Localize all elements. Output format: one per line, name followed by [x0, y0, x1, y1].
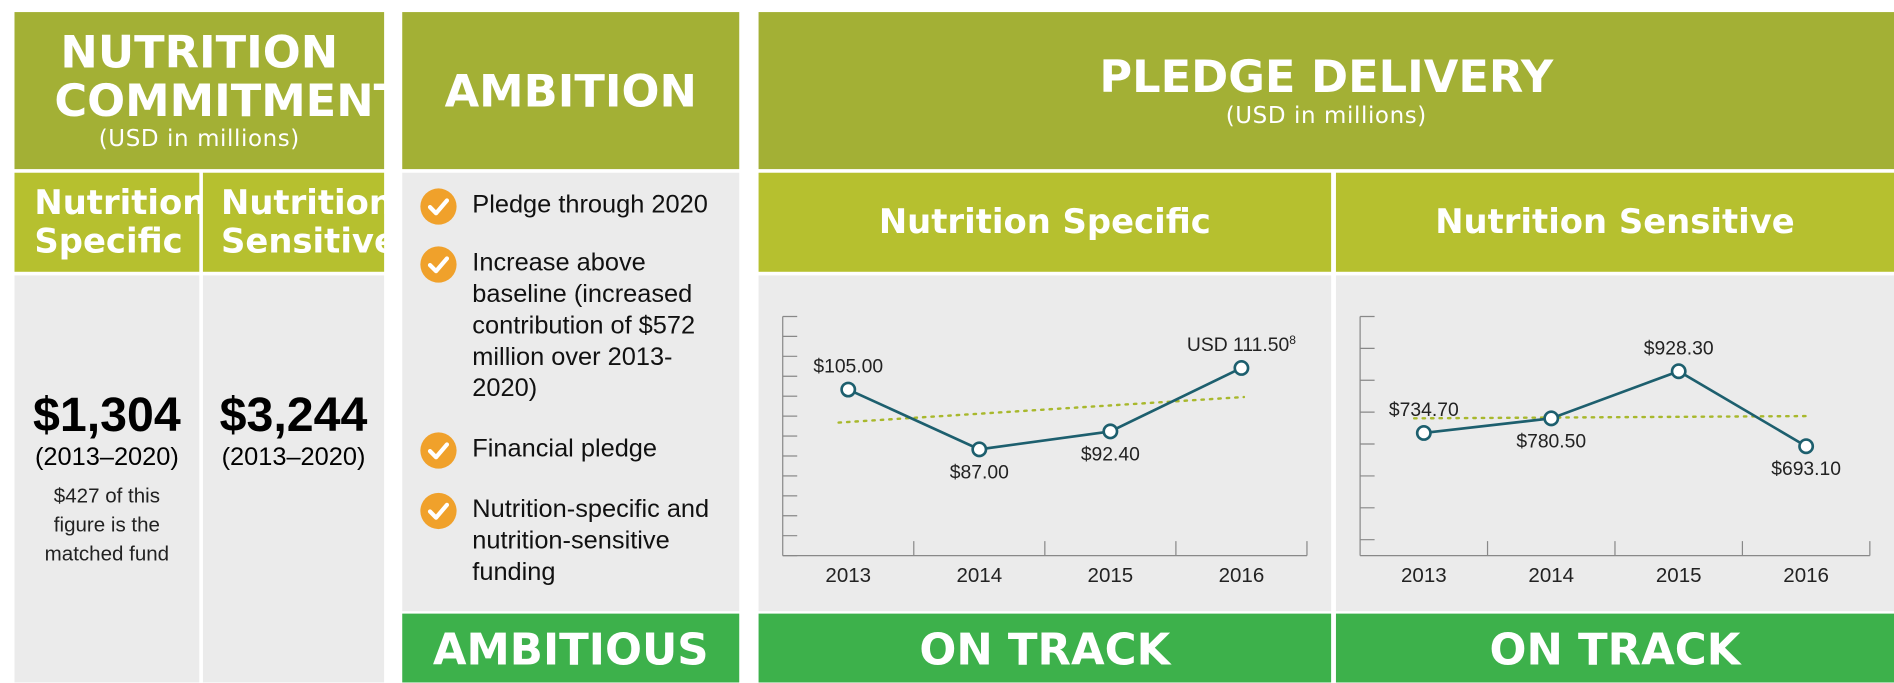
line [847, 366, 1243, 451]
amount: $3,244 [219, 388, 368, 443]
chart-title-text: Nutrition Specific [878, 201, 1211, 242]
note: $427 of this figure is the matched fund [44, 484, 170, 566]
status-text: ON TRACK [1489, 625, 1741, 676]
check-icon [420, 492, 457, 530]
marker [1415, 424, 1432, 441]
trend-line [837, 395, 1246, 424]
value-label: $928.30 [1644, 338, 1714, 359]
value-label: $693.10 [1771, 459, 1841, 480]
delivery-subtitle: (USD in millions) [1225, 102, 1427, 130]
column-heading-text: Nutrition Specific [34, 182, 207, 261]
marker [840, 381, 857, 398]
value-label: $92.40 [1081, 444, 1140, 465]
amount: $1,304 [33, 388, 181, 443]
check-icon [420, 246, 457, 283]
line [1423, 369, 1807, 448]
period: (2013–2020) [221, 443, 366, 472]
chart-title-text: Nutrition Sensitive [1435, 201, 1795, 242]
x-tick-label: 2013 [1401, 564, 1447, 587]
x-tick-label: 2015 [1656, 564, 1702, 587]
commitment-cell: $1,304 (2013–2020) $427 of this figure i… [14, 275, 200, 683]
commitment-title: NUTRITION COMMITMENT [54, 26, 405, 127]
x-tick-label: 2013 [825, 564, 871, 587]
chart-status: ON TRACK [758, 613, 1332, 683]
commitment-subtitle: (USD in millions) [98, 125, 300, 153]
trend-line [1412, 414, 1810, 420]
x-tick-label: 2014 [956, 564, 1002, 587]
check-icon [420, 188, 457, 225]
chart: 2013 2014 2015 2016 $734.70 $780.50 $928.30 $69… [1335, 275, 1894, 612]
x-tick-label: 2015 [1088, 564, 1134, 587]
delivery-header: PLEDGE DELIVERY (USD in millions) [758, 12, 1894, 170]
column-heading-text: Nutrition Sensitive [221, 182, 397, 261]
value-label: $105.00 [813, 357, 883, 378]
marker [1798, 438, 1815, 455]
ambition-item: Increase above baseline (increased contr… [472, 248, 696, 403]
commitment-header: NUTRITION COMMITMENT (USD in millions) [14, 12, 405, 170]
value-label: $734.70 [1389, 400, 1459, 421]
delivery-title: PLEDGE DELIVERY [1099, 50, 1554, 103]
status-text: ON TRACK [919, 625, 1171, 676]
chart-status: ON TRACK [1335, 613, 1894, 683]
chart: 2013 2014 2015 2016 $105.00 $87.00 $92.40 USD 1… [758, 275, 1332, 612]
marker [1670, 363, 1687, 380]
commitment-cell: $3,244 (2013–2020) [202, 275, 385, 683]
value-label: $87.00 [950, 462, 1009, 483]
x-tick-label: 2014 [1528, 564, 1574, 587]
status-text: AMBITIOUS [432, 625, 709, 676]
value-label: USD 111.508 [1187, 333, 1296, 356]
ambition-item: Financial pledge [472, 434, 658, 463]
ambition-item: Nutrition-specific and nutrition-sensiti… [472, 495, 710, 586]
column-heading: Nutrition Specific [14, 172, 207, 272]
column-heading: Nutrition Sensitive [202, 172, 397, 272]
value-label: $780.50 [1516, 431, 1586, 452]
check-icon [420, 432, 457, 469]
ambition-status: AMBITIOUS [402, 613, 740, 683]
marker [1233, 359, 1250, 376]
x-tick-label: 2016 [1783, 564, 1829, 587]
period: (2013–2020) [34, 443, 179, 472]
x-tick-label: 2016 [1219, 564, 1265, 587]
ambition-list: Pledge through 2020 Increase above baseli… [402, 172, 740, 612]
marker [1543, 410, 1560, 427]
ambition-title: AMBITION [444, 64, 697, 117]
ambition-item: Pledge through 2020 [472, 190, 708, 219]
footnote-mark: 8 [1289, 333, 1296, 347]
chart-title: Nutrition Sensitive [1335, 172, 1894, 272]
marker [1102, 423, 1119, 440]
chart-title: Nutrition Specific [758, 172, 1332, 272]
marker [971, 441, 988, 458]
ambition-header: AMBITION [402, 12, 740, 170]
